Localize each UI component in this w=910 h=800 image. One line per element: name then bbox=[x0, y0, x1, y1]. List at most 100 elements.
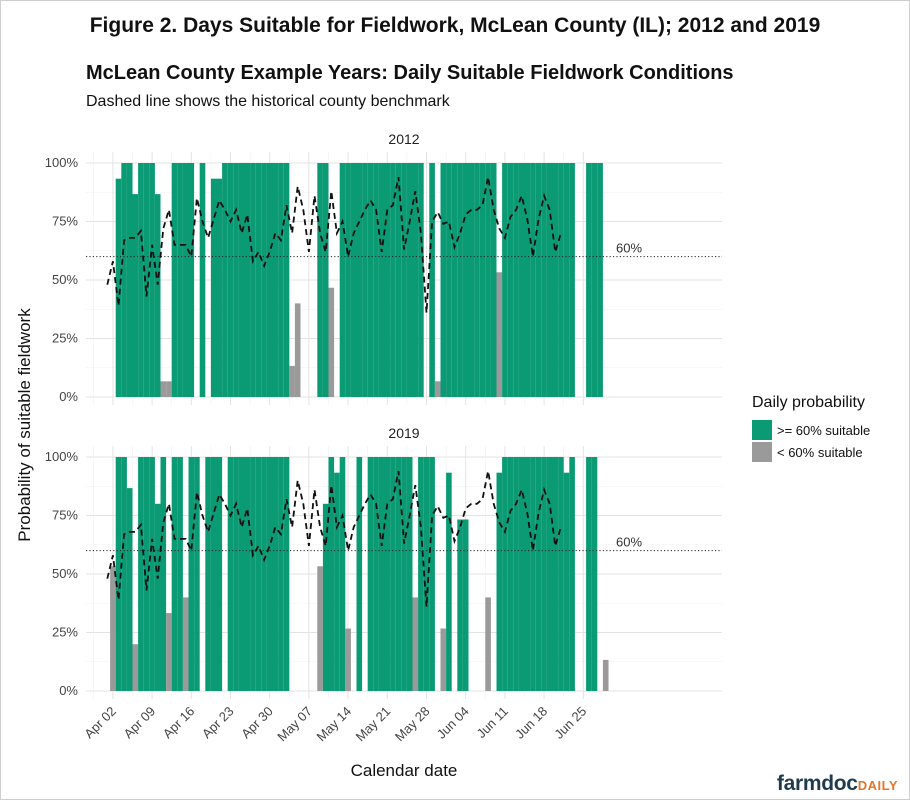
bar bbox=[418, 457, 424, 691]
bar bbox=[597, 163, 603, 397]
y-tick-label: 25% bbox=[52, 331, 78, 346]
legend-label-suitable: >= 60% suitable bbox=[777, 422, 871, 438]
y-tick-label: 100% bbox=[45, 155, 79, 170]
bar bbox=[434, 381, 441, 397]
bar bbox=[496, 472, 503, 691]
bar bbox=[440, 628, 447, 691]
legend-item-suitable: >= 60% suitable bbox=[752, 420, 870, 440]
bar bbox=[468, 163, 475, 397]
bar bbox=[160, 381, 167, 397]
bar bbox=[552, 457, 559, 691]
benchmark-line bbox=[106, 176, 562, 313]
bar bbox=[350, 163, 357, 397]
bar bbox=[524, 163, 531, 397]
legend-title: Daily probability bbox=[752, 394, 865, 411]
x-tick-label: Apr 02 bbox=[81, 704, 119, 742]
bar bbox=[535, 457, 542, 691]
x-tick-label: May 07 bbox=[274, 704, 315, 745]
y-axis-title: Probability of suitable fieldwork bbox=[15, 308, 34, 542]
x-tick-label: Apr 30 bbox=[238, 704, 276, 742]
bar bbox=[390, 163, 396, 397]
bar bbox=[227, 457, 234, 691]
bar bbox=[507, 163, 514, 397]
bar bbox=[378, 457, 385, 691]
bar bbox=[233, 163, 239, 397]
bar bbox=[216, 457, 223, 691]
bar bbox=[266, 457, 273, 691]
x-tick-label: Apr 16 bbox=[160, 704, 198, 742]
panel-strip-label: 2012 bbox=[388, 131, 419, 147]
bar bbox=[154, 503, 161, 691]
bar bbox=[149, 457, 155, 691]
bar bbox=[558, 163, 564, 397]
bar bbox=[250, 163, 256, 397]
bar bbox=[423, 457, 430, 691]
bar bbox=[406, 457, 413, 691]
bar bbox=[457, 163, 463, 397]
bar bbox=[345, 163, 351, 397]
threshold-label: 60% bbox=[616, 241, 642, 256]
bar bbox=[418, 163, 424, 397]
y-tick-label: 25% bbox=[52, 625, 78, 640]
bar bbox=[272, 163, 279, 397]
bar bbox=[474, 163, 480, 397]
bar bbox=[345, 628, 351, 691]
bar bbox=[373, 457, 379, 691]
legend-swatch-suitable bbox=[752, 420, 772, 440]
x-tick-label: Apr 09 bbox=[121, 704, 159, 742]
bar bbox=[171, 163, 178, 397]
bar bbox=[255, 163, 262, 397]
bar bbox=[149, 163, 155, 397]
bar bbox=[143, 457, 150, 691]
y-tick-label: 50% bbox=[52, 566, 78, 581]
bar bbox=[126, 163, 133, 397]
x-tick-label: Jun 25 bbox=[551, 704, 589, 742]
bar bbox=[552, 163, 559, 397]
bar bbox=[188, 163, 195, 397]
bar bbox=[194, 457, 200, 691]
bar bbox=[328, 457, 335, 691]
bar bbox=[518, 457, 525, 691]
bar bbox=[558, 457, 564, 691]
bar bbox=[367, 457, 374, 691]
bar bbox=[317, 566, 323, 691]
bar bbox=[440, 163, 447, 397]
legend-item-unsuitable: < 60% suitable bbox=[752, 442, 863, 462]
bar bbox=[513, 457, 519, 691]
bar bbox=[283, 457, 290, 691]
bar bbox=[171, 457, 178, 691]
y-tick-label: 75% bbox=[52, 214, 78, 229]
bar bbox=[395, 457, 402, 691]
bar bbox=[238, 457, 245, 691]
bar bbox=[518, 163, 525, 397]
bar bbox=[373, 163, 379, 397]
bar bbox=[210, 178, 217, 397]
bar bbox=[384, 457, 391, 691]
bar bbox=[233, 457, 239, 691]
x-tick-label: May 28 bbox=[392, 704, 433, 745]
bar bbox=[250, 457, 256, 691]
panel-2012: 0% 25% 50% 75% 100% 60% 2012 bbox=[45, 131, 722, 405]
bar bbox=[166, 381, 172, 397]
bar bbox=[132, 194, 139, 397]
bar bbox=[322, 503, 329, 691]
bar bbox=[541, 163, 547, 397]
bar bbox=[255, 457, 262, 691]
bar bbox=[272, 457, 279, 691]
bar bbox=[384, 163, 391, 397]
panel-strip-label: 2019 bbox=[388, 425, 419, 441]
bar bbox=[362, 163, 368, 397]
bar bbox=[334, 472, 340, 691]
bar bbox=[238, 163, 245, 397]
bar bbox=[412, 163, 419, 397]
bar bbox=[378, 163, 385, 397]
bar bbox=[429, 457, 435, 691]
bar bbox=[586, 457, 592, 691]
bar bbox=[339, 163, 346, 397]
x-tick-label: Jun 04 bbox=[434, 704, 472, 742]
chart-subtitle: Dashed line shows the historical county … bbox=[86, 93, 450, 110]
bar bbox=[261, 163, 267, 397]
bar bbox=[177, 163, 183, 397]
bar bbox=[591, 163, 598, 397]
